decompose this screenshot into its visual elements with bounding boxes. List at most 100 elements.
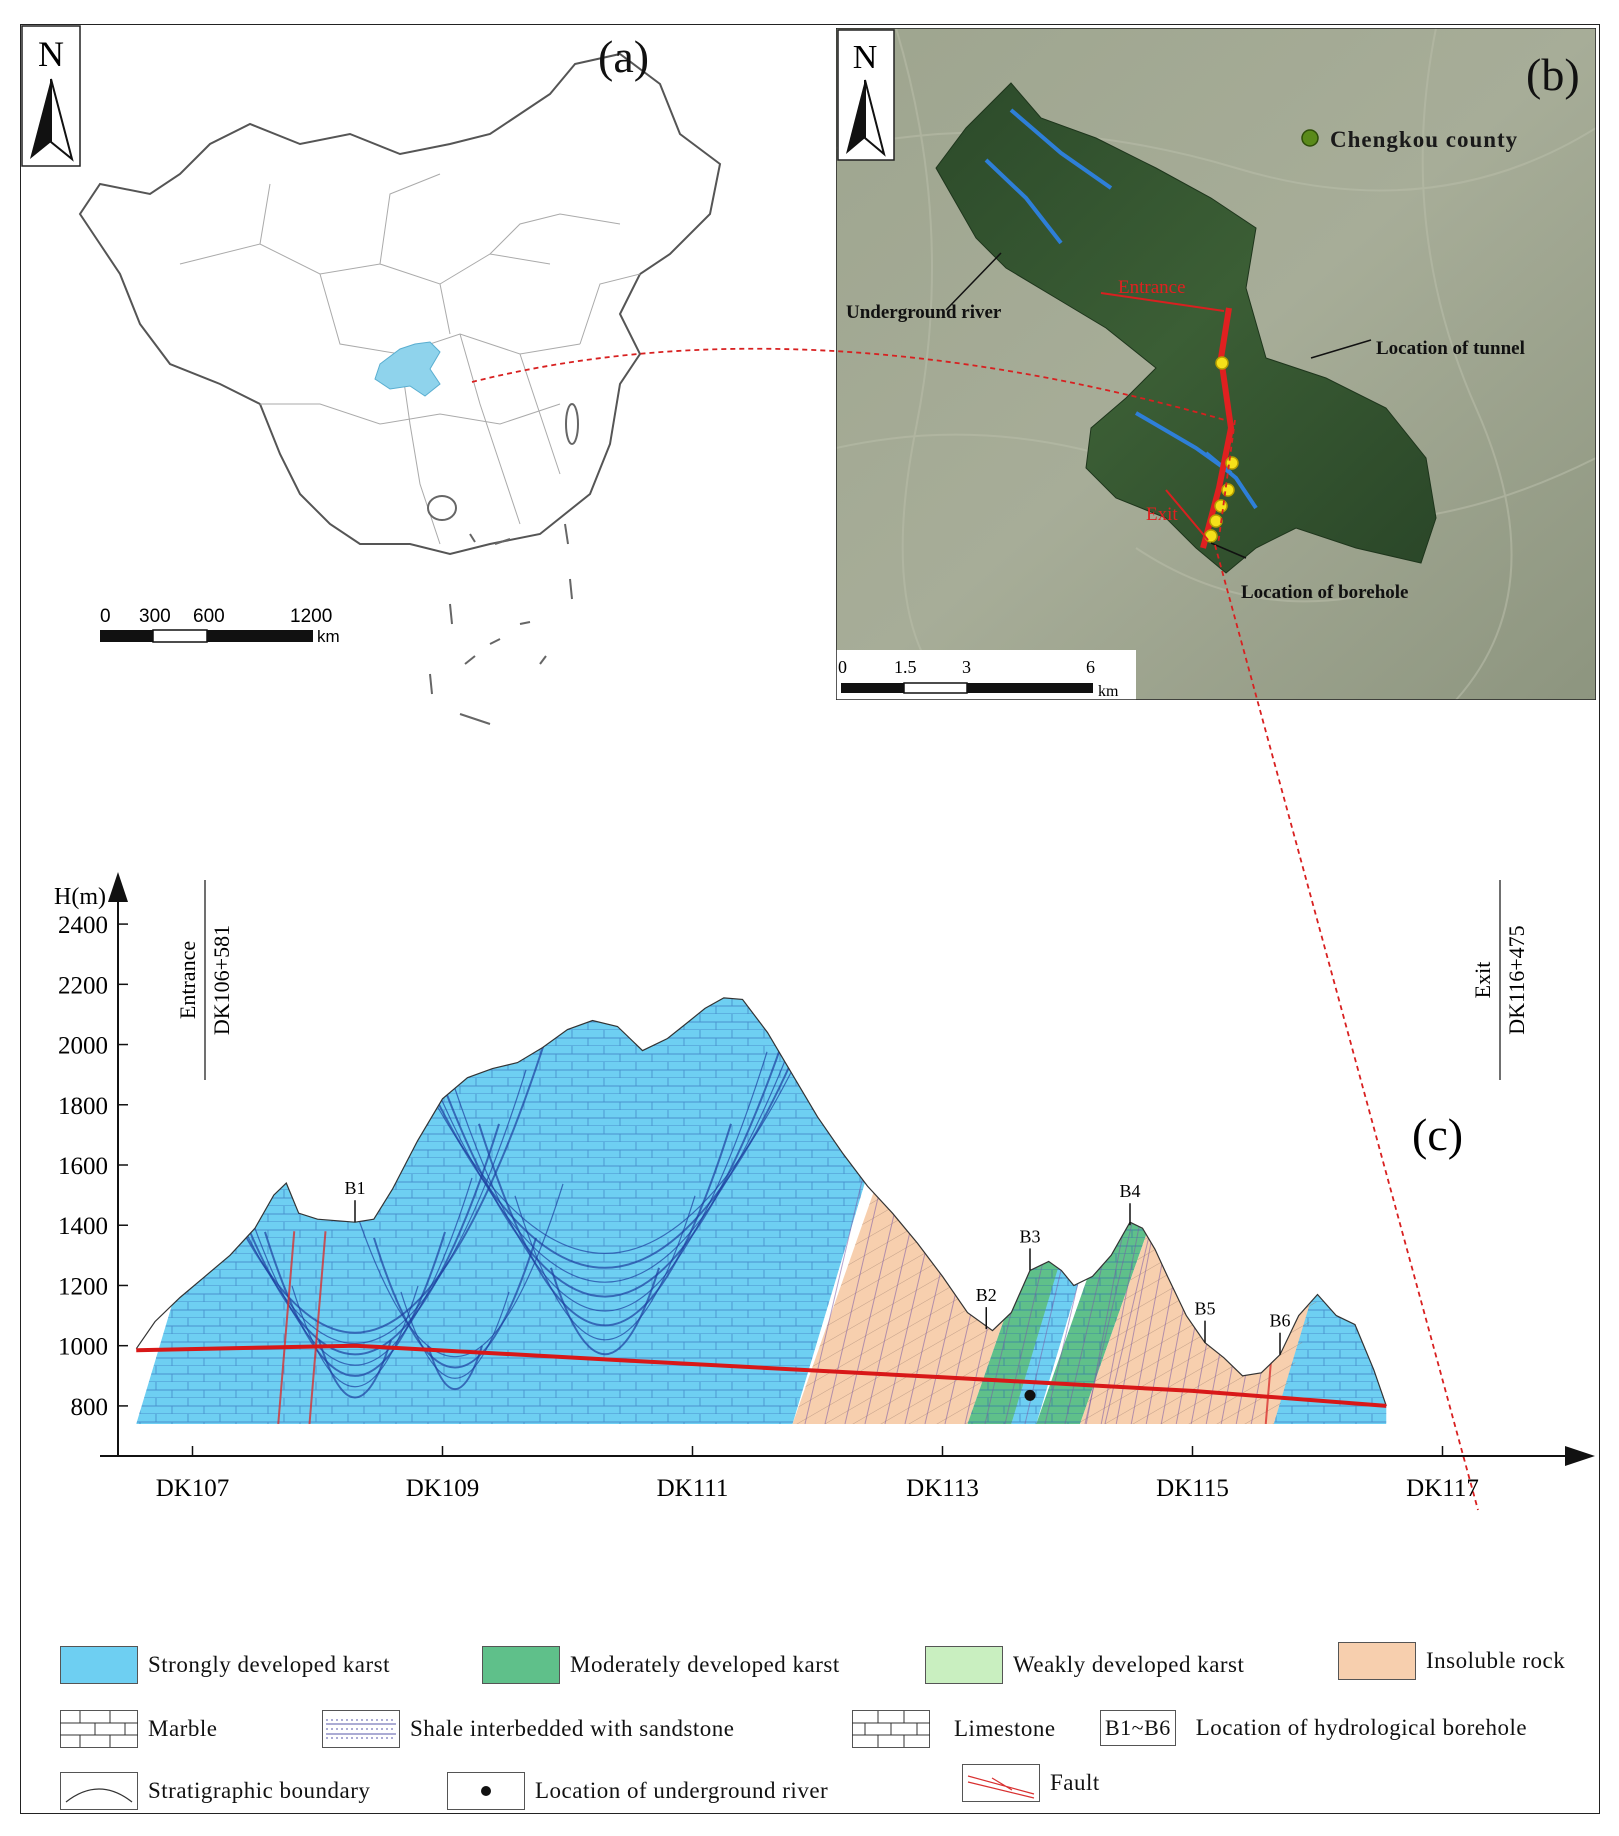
legend-insoluble-label: Insoluble rock [1426,1648,1566,1673]
x-tick-label: DK111 [657,1475,729,1502]
x-tick-label: DK107 [156,1475,230,1502]
tunnel-label: Location of tunnel [1376,338,1525,359]
china-outline [78,52,722,556]
y-tick-label: 2400 [58,912,108,939]
legend-shale: Shale interbedded with sandstone [322,1710,735,1748]
stratum-line [1175,997,1267,1424]
stratum-line [442,1051,768,1312]
x-tick-label: DK117 [1406,1475,1479,1502]
x-tick-label: DK115 [1156,1475,1229,1502]
boundary-line-icon [60,1772,138,1810]
legend-borehole-code: B1~B6 [1100,1710,1176,1746]
north-label-b: N [853,39,878,76]
panel-a-map: N [21,25,722,725]
y-tick-label: 800 [71,1394,109,1421]
county-label: Chengkou county [1330,127,1518,152]
panel-c-profile: 800 1000 1200 1400 1600 1800 2000 2200 2400 DK107… [54,872,1595,1502]
borehole-label: Location of borehole [1241,582,1408,603]
legend-fault-label: Fault [1050,1770,1100,1795]
stratum-line [406,997,804,1298]
legend-marble-label: Marble [148,1716,218,1741]
legend-strong-swatch [60,1646,138,1684]
legend-boundary-label: Stratigraphic boundary [148,1778,371,1803]
scale-b-tick-3: 3 [962,657,971,677]
panel-c-letter: (c) [1412,1109,1463,1160]
borehole-label-B4: B4 [1119,1181,1140,1201]
scale-b-tick-6: 6 [1086,657,1095,677]
stratum-line [400,1291,510,1379]
borehole-label-B5: B5 [1194,1299,1215,1319]
legend-underground-river: Location of underground river [447,1772,828,1810]
figure-frame [20,24,1600,1814]
scale-a-unit: km [317,627,340,646]
x-tick-label: DK109 [406,1475,480,1502]
river-point-icon [447,1772,525,1810]
county-marker [1301,129,1319,147]
zone-texture-6 [1273,997,1387,1424]
fault-line-icon [962,1764,1040,1802]
north-label-a: N [38,34,64,74]
legend-boundary: Stratigraphic boundary [60,1772,370,1810]
legend-insoluble-swatch [1338,1642,1416,1680]
legend-strong-karst: Strongly developed karst [60,1646,390,1684]
entrance-bottom-label: DK106+581 [209,925,234,1035]
legend-limestone: Limestone [852,1710,1056,1748]
scale-b-tick-1.5: 1.5 [894,657,917,677]
legend-moderate-swatch [482,1646,560,1684]
borehole-label-B3: B3 [1019,1226,1040,1246]
y-tick-label: 2200 [58,972,108,999]
stratum-line [427,1345,483,1391]
exit-bottom-label: DK116+475 [1504,925,1529,1034]
fault-line [277,1231,296,1424]
ground-profile-outline [135,997,1387,1407]
y-tick-label: 2000 [58,1033,108,1060]
underground-river-label: Underground river [846,302,1002,323]
borehole-label-B2: B2 [976,1285,997,1305]
y-axis-arrow-icon [108,872,128,902]
legend-weak-label: Weakly developed karst [1013,1652,1245,1677]
legend-moderate-label: Moderately developed karst [570,1652,840,1677]
scale-a-tick-300: 300 [139,606,171,627]
y-tick-label: 1800 [58,1093,108,1120]
legend-shale-label: Shale interbedded with sandstone [410,1716,735,1741]
legend-fault: Fault [962,1764,1100,1802]
stratum-line [1190,997,1282,1424]
north-arrow-a: N [21,25,81,167]
legend-river-label: Location of underground river [535,1778,829,1803]
north-arrow-b: N [837,29,895,161]
scale-a-tick-600: 600 [193,606,225,627]
entrance-top-label: Entrance [175,941,200,1019]
y-axis-title: H(m) [54,884,106,910]
stratum-line [514,1195,696,1341]
y-tick-label: 1400 [58,1213,108,1240]
panel-b-satellite: N Chengkou county Underground river Loca… [836,28,1596,700]
panel-a-letter: (a) [598,31,650,82]
legend-weak-swatch [925,1646,1003,1684]
legend-weak-karst: Weakly developed karst [925,1646,1244,1684]
shale-pattern-icon [322,1710,400,1748]
stratum-line [210,1123,500,1356]
fault-line [308,1231,327,1424]
scale-b-tick-0: 0 [838,657,847,677]
x-axis-arrow-icon [1565,1446,1595,1466]
stratum-line [237,1177,473,1366]
legend-moderate-karst: Moderately developed karst [482,1646,840,1684]
scale-bar-a: 0 300 600 1200 km [100,606,340,646]
stratum-line [373,1237,537,1369]
exit-top-label: Exit [1470,962,1495,999]
stratum-line [346,1183,564,1358]
legend-borehole-label: Location of hydrological borehole [1195,1715,1528,1740]
legend-limestone-label: Limestone [954,1716,1056,1741]
legend-insoluble-rock: Insoluble rock [1338,1642,1565,1680]
scale-a-tick-0: 0 [100,606,111,627]
entrance-label: Entrance [1118,277,1186,298]
y-tick-label: 1200 [58,1273,108,1300]
y-tick-label: 1600 [58,1153,108,1180]
legend-borehole: B1~B6 Location of hydrological borehole [1100,1710,1527,1746]
scale-bar-b: 0 1.5 3 6 km [836,650,1136,700]
scale-b-unit: km [1098,683,1119,700]
underground-river-point [1024,1389,1036,1401]
marble-pattern-icon [60,1710,138,1748]
borehole-label-B6: B6 [1269,1311,1290,1331]
x-tick-label: DK113 [906,1475,979,1502]
